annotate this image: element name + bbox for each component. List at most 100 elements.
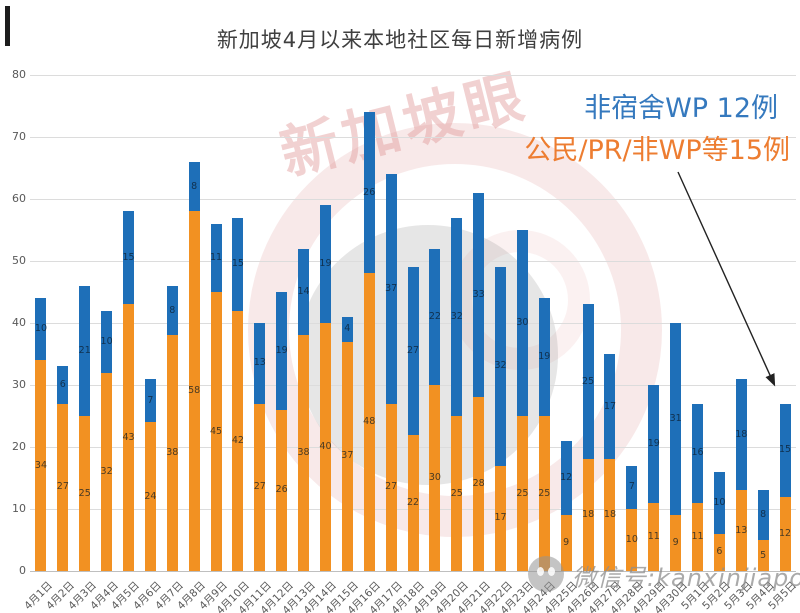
stacked-bar-4月25日[interactable] <box>560 440 572 571</box>
blue-segment[interactable] <box>670 323 682 516</box>
blue-segment[interactable] <box>560 440 572 516</box>
stacked-bar-4月18日[interactable] <box>407 267 419 571</box>
orange-segment[interactable] <box>779 496 791 571</box>
stacked-bar-5月1日[interactable] <box>692 403 703 571</box>
orange-segment[interactable] <box>341 341 353 571</box>
stacked-bar-5月2日[interactable] <box>713 471 725 571</box>
stacked-bar-4月29日[interactable] <box>648 385 660 571</box>
orange-segment[interactable] <box>692 502 703 571</box>
orange-segment[interactable] <box>254 403 266 571</box>
stacked-bar-4月27日[interactable] <box>604 354 616 571</box>
blue-segment[interactable] <box>713 471 725 534</box>
orange-segment[interactable] <box>276 409 288 571</box>
blue-segment[interactable] <box>385 174 397 404</box>
blue-segment[interactable] <box>473 192 485 398</box>
stacked-bar-4月7日[interactable] <box>166 285 178 571</box>
orange-segment[interactable] <box>57 403 69 571</box>
blue-segment[interactable] <box>79 285 91 416</box>
stacked-bar-5月5日[interactable] <box>779 403 791 571</box>
orange-segment[interactable] <box>144 422 156 571</box>
orange-segment[interactable] <box>363 273 375 571</box>
orange-segment[interactable] <box>538 415 550 571</box>
blue-segment[interactable] <box>648 385 660 503</box>
blue-segment[interactable] <box>363 112 375 274</box>
stacked-bar-4月23日[interactable] <box>516 230 528 571</box>
blue-segment[interactable] <box>341 316 353 342</box>
stacked-bar-4月8日[interactable] <box>188 161 200 571</box>
orange-segment[interactable] <box>735 490 747 571</box>
blue-segment[interactable] <box>144 378 156 423</box>
orange-segment[interactable] <box>407 434 419 571</box>
stacked-bar-4月17日[interactable] <box>385 174 397 571</box>
stacked-bar-4月30日[interactable] <box>670 323 682 571</box>
stacked-bar-4月13日[interactable] <box>298 248 310 571</box>
orange-segment[interactable] <box>385 403 397 571</box>
stacked-bar-4月21日[interactable] <box>473 192 485 571</box>
blue-segment[interactable] <box>757 490 769 540</box>
orange-segment[interactable] <box>582 459 594 571</box>
orange-segment[interactable] <box>166 335 178 571</box>
blue-segment[interactable] <box>604 354 616 460</box>
blue-segment[interactable] <box>101 310 113 373</box>
stacked-bar-4月12日[interactable] <box>276 292 288 571</box>
orange-segment[interactable] <box>495 465 507 571</box>
blue-segment[interactable] <box>166 285 178 336</box>
blue-segment[interactable] <box>254 323 266 404</box>
stacked-bar-4月9日[interactable] <box>210 223 222 571</box>
orange-segment[interactable] <box>122 304 134 571</box>
stacked-bar-4月4日[interactable] <box>101 310 113 571</box>
blue-segment[interactable] <box>626 465 638 509</box>
orange-segment[interactable] <box>604 459 616 571</box>
blue-segment[interactable] <box>210 223 222 292</box>
blue-segment[interactable] <box>232 217 244 311</box>
blue-segment[interactable] <box>319 205 331 323</box>
orange-segment[interactable] <box>298 335 310 571</box>
blue-segment[interactable] <box>57 366 69 404</box>
orange-segment[interactable] <box>451 415 463 571</box>
orange-segment[interactable] <box>429 384 441 571</box>
orange-segment[interactable] <box>79 415 91 571</box>
stacked-bar-5月4日[interactable] <box>757 490 769 571</box>
orange-segment[interactable] <box>232 310 244 571</box>
orange-segment[interactable] <box>626 508 638 571</box>
blue-segment[interactable] <box>779 403 791 497</box>
stacked-bar-4月19日[interactable] <box>429 248 441 571</box>
stacked-bar-4月11日[interactable] <box>254 323 266 571</box>
blue-segment[interactable] <box>35 298 47 361</box>
blue-segment[interactable] <box>582 304 594 460</box>
orange-segment[interactable] <box>648 502 660 571</box>
orange-segment[interactable] <box>713 533 725 571</box>
blue-segment[interactable] <box>188 161 200 212</box>
blue-segment[interactable] <box>692 403 703 503</box>
blue-segment[interactable] <box>276 292 288 410</box>
stacked-bar-4月5日[interactable] <box>122 211 134 571</box>
orange-segment[interactable] <box>319 322 331 571</box>
orange-segment[interactable] <box>757 539 769 571</box>
blue-segment[interactable] <box>495 267 507 466</box>
blue-segment[interactable] <box>735 378 747 491</box>
stacked-bar-4月16日[interactable] <box>363 112 375 571</box>
stacked-bar-4月20日[interactable] <box>451 217 463 571</box>
stacked-bar-4月10日[interactable] <box>232 217 244 571</box>
orange-segment[interactable] <box>670 515 682 571</box>
stacked-bar-4月24日[interactable] <box>538 298 550 571</box>
orange-segment[interactable] <box>35 360 47 571</box>
stacked-bar-4月14日[interactable] <box>319 205 331 571</box>
orange-segment[interactable] <box>210 291 222 571</box>
orange-segment[interactable] <box>473 397 485 571</box>
stacked-bar-4月3日[interactable] <box>79 285 91 571</box>
orange-segment[interactable] <box>560 515 572 571</box>
stacked-bar-4月6日[interactable] <box>144 378 156 571</box>
blue-segment[interactable] <box>429 248 441 385</box>
blue-segment[interactable] <box>298 248 310 336</box>
orange-segment[interactable] <box>516 416 528 571</box>
orange-segment[interactable] <box>101 372 113 571</box>
stacked-bar-4月2日[interactable] <box>57 366 69 571</box>
stacked-bar-4月22日[interactable] <box>495 267 507 571</box>
blue-segment[interactable] <box>122 211 134 305</box>
blue-segment[interactable] <box>516 230 528 416</box>
stacked-bar-4月1日[interactable] <box>35 298 47 571</box>
stacked-bar-4月15日[interactable] <box>341 316 353 571</box>
orange-segment[interactable] <box>188 211 200 571</box>
stacked-bar-4月26日[interactable] <box>582 304 594 571</box>
